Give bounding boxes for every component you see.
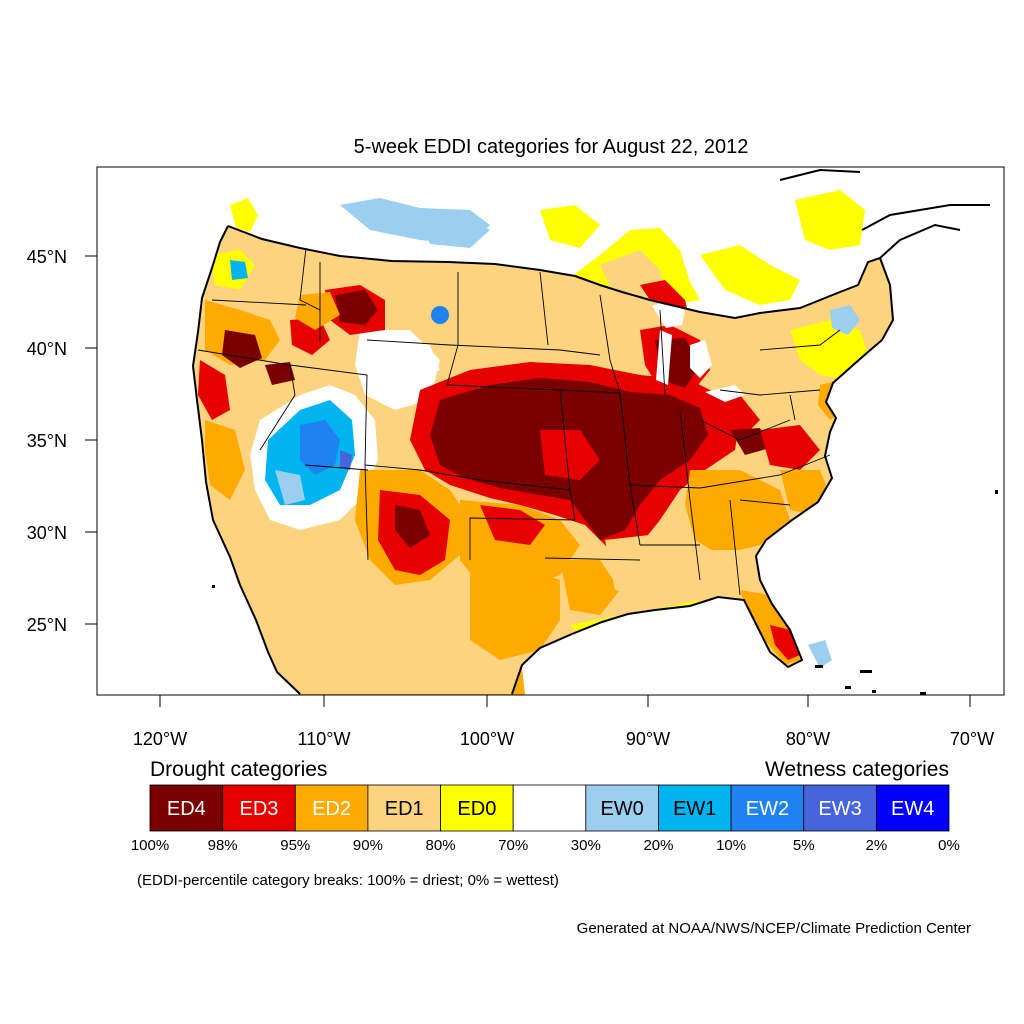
drought-categories-heading: Drought categories [150,758,327,781]
legend-break-label: 10% [716,837,746,854]
legend-swatch-ed2 [294,784,369,832]
legend-note: (EDDI-percentile category breaks: 100% =… [137,872,559,889]
legend-color-bar: ED4 ED3 ED2 ED1 ED0 EW0 EW1 EW2 EW3 EW4 [149,784,950,832]
legend-swatch-neutral [512,784,587,832]
legend-label-ed3: ED3 [240,798,279,820]
legend-break-label: 0% [938,837,960,854]
lat-label-45: 45°N [27,247,67,267]
lat-label-25: 25°N [27,615,67,635]
lon-label-90: 90°W [626,729,670,749]
legend-swatch-ew2 [730,784,805,832]
lon-label-110: 110°W [298,729,351,749]
coastlines [191,168,990,695]
legend-break-label: 30% [571,837,601,854]
state-borders [197,247,841,596]
lat-label-40: 40°N [27,339,67,359]
legend-swatch-ed1 [367,784,441,832]
legend-break-label: 70% [498,837,528,854]
legend-label-ew1: EW1 [673,798,716,820]
legend-swatch-ed4 [149,784,224,832]
legend-break-label: 100% [131,837,169,854]
credit-line: Generated at NOAA/NWS/NCEP/Climate Predi… [577,920,971,937]
legend-break-label: 90% [353,837,383,854]
lat-label-35: 35°N [27,431,67,451]
islands [212,490,998,695]
legend-break-label: 20% [643,837,673,854]
legend-label-ed2: ED2 [312,798,351,820]
legend-swatch-ew0 [585,784,659,832]
lat-label-30: 30°N [27,523,67,543]
wetness-categories-heading: Wetness categories [765,758,949,781]
legend-swatch-ew4 [875,784,950,832]
florida-wet-patch [808,640,832,668]
legend-swatch-ed3 [222,784,296,832]
conus-shading [193,226,893,694]
legend-label-ew2: EW2 [746,798,789,820]
legend-breaks: 100% 98% 95% 90% 80% 70% 30% 20% 10% 5% 2% 0% [131,837,960,854]
lon-label-100: 100°W [460,729,514,749]
longitude-axis: 120°W 110°W 100°W 90°W 80°W 70°W [133,695,994,749]
map-panel: 45°N 40°N 35°N 30°N 25°N 120°W 110°W 100… [27,166,1005,749]
legend-label-ew0: EW0 [600,798,643,820]
legend: Drought categories Wetness categories ED… [131,758,960,889]
legend-break-label: 5% [793,837,815,854]
legend-swatch-ew3 [803,784,877,832]
legend-label-ed1: ED1 [385,798,424,820]
legend-break-label: 95% [280,837,310,854]
legend-swatch-ew1 [658,784,732,832]
legend-label-ew3: EW3 [818,798,861,820]
latitude-axis: 45°N 40°N 35°N 30°N 25°N [27,247,97,635]
legend-break-label: 98% [208,837,238,854]
legend-label-ed4: ED4 [167,798,206,820]
map-title: 5-week EDDI categories for August 22, 20… [354,136,749,158]
legend-break-label: 2% [866,837,888,854]
map-frame [96,166,1005,696]
legend-label-ew4: EW4 [891,798,934,820]
lon-label-80: 80°W [786,729,830,749]
legend-break-label: 80% [426,837,456,854]
legend-label-ed0: ED0 [457,798,496,820]
lon-label-70: 70°W [950,729,994,749]
lon-label-120: 120°W [133,729,187,749]
